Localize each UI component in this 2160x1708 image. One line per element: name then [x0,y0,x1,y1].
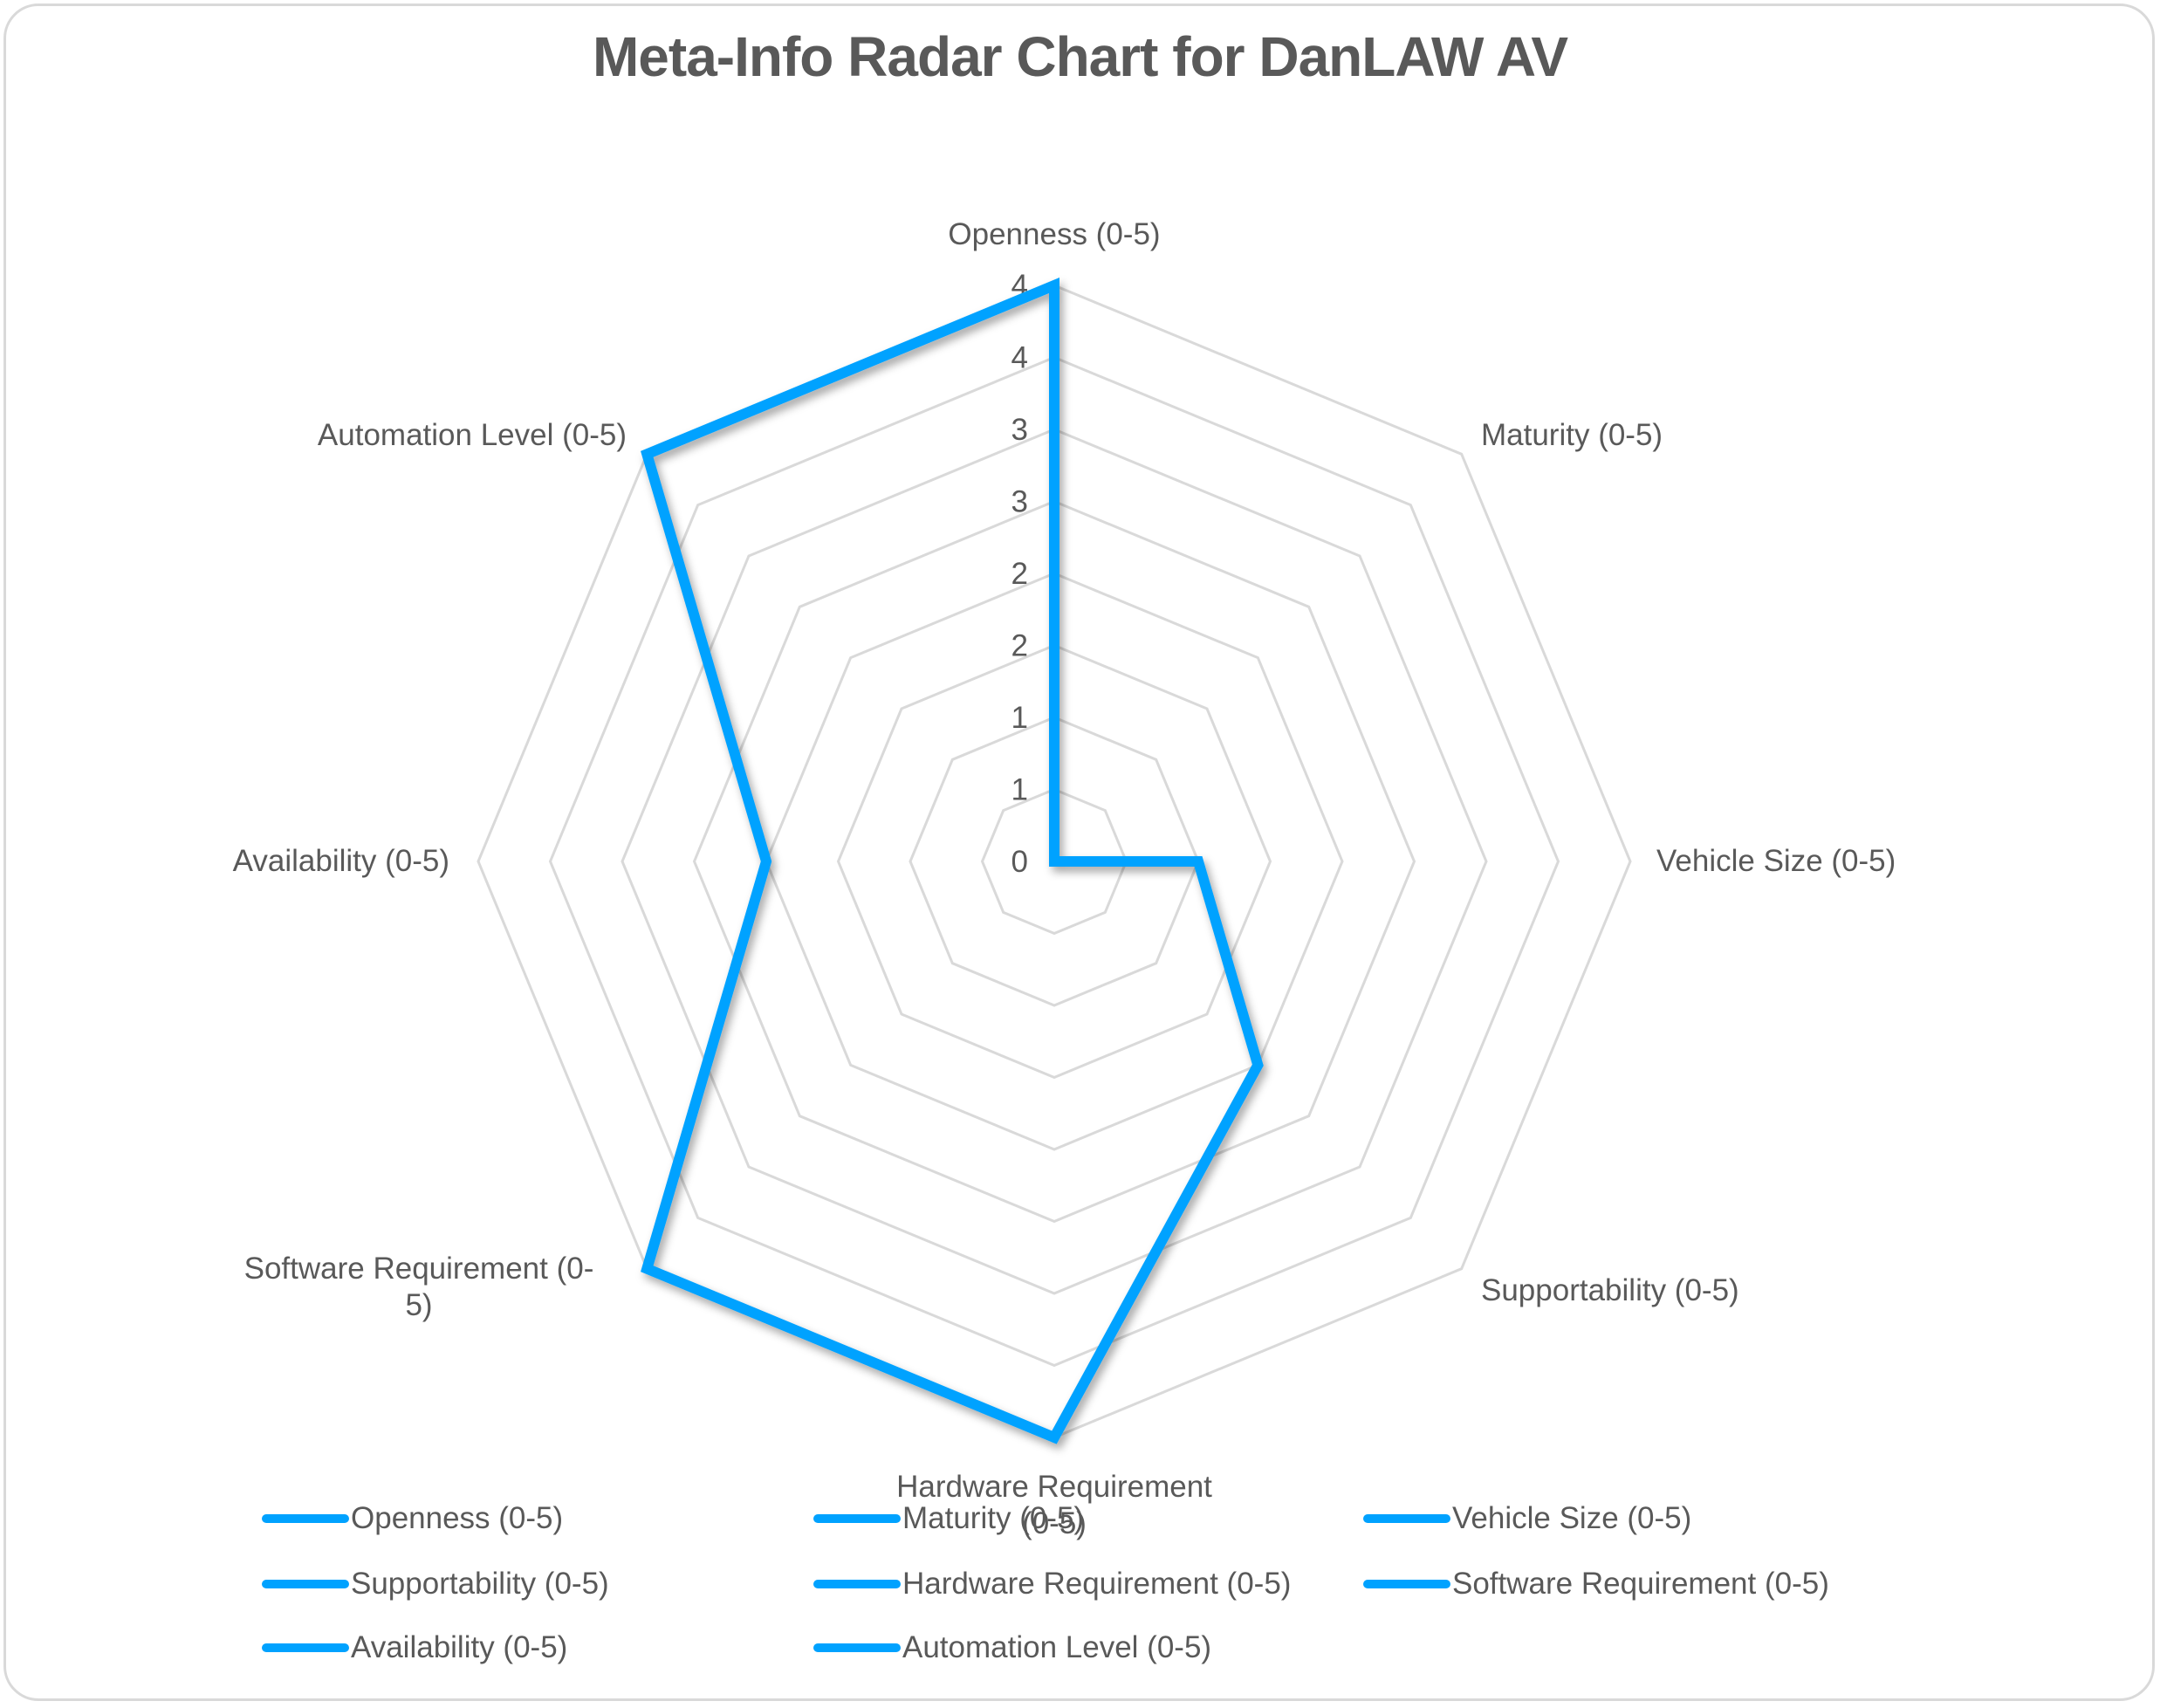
radial-tick-label: 1 [1011,701,1028,735]
chart-title: Meta-Info Radar Chart for DanLAW AV [592,25,1568,88]
axis-label: Availability (0-5) [233,844,449,878]
grid-ring [836,643,1272,1080]
legend-item[interactable]: Vehicle Size (0-5) [1363,1499,1691,1538]
legend-item[interactable]: Hardware Requirement (0-5) [813,1565,1291,1603]
radial-tick-label: 0 [1011,845,1028,879]
legend-line-swatch-icon [813,1643,901,1652]
grid-ring [692,499,1416,1224]
axis-labels: Openness (0-5) Maturity (0-5) Vehicle Size… [233,217,1896,1540]
axis-label: Software Requirement (0-5) [244,1252,594,1322]
legend-item[interactable]: Openness (0-5) [262,1499,563,1538]
legend-item[interactable]: Software Requirement (0-5) [1363,1565,1829,1603]
grid-ring [909,716,1200,1007]
legend-item[interactable]: Availability (0-5) [262,1629,567,1667]
legend-label: Availability (0-5) [351,1630,568,1664]
legend-label: Automation Level (0-5) [902,1630,1212,1664]
grid-ring [980,787,1128,936]
axis-label: Automation Level (0-5) [318,418,627,452]
legend-item[interactable]: Supportability (0-5) [262,1565,609,1603]
legend-label: Vehicle Size (0-5) [1452,1501,1692,1535]
radial-tick-label: 1 [1011,773,1028,807]
legend-label: Supportability (0-5) [351,1567,609,1601]
radial-tick-label: 3 [1011,413,1028,447]
legend-line-swatch-icon [813,1514,901,1523]
legend-label: Hardware Requirement (0-5) [902,1567,1292,1601]
radial-tick-label: 2 [1011,629,1028,663]
radial-tick-label: 3 [1011,485,1028,519]
axis-label: Vehicle Size (0-5) [1656,844,1896,878]
axis-label: Openness (0-5) [948,217,1160,251]
radial-tick-label: 2 [1011,557,1028,591]
legend-item[interactable]: Maturity (0-5) [813,1499,1084,1538]
radial-tick-label: 4 [1011,341,1028,375]
legend-label: Openness (0-5) [351,1501,564,1535]
grid-ring [765,572,1344,1151]
chart-frame [3,3,2155,1701]
legend-label: Maturity (0-5) [902,1501,1085,1535]
legend-line-swatch-icon [813,1580,901,1588]
legend-label: Software Requirement (0-5) [1452,1567,1829,1601]
axis-label: Maturity (0-5) [1481,418,1663,452]
axis-label: Supportability (0-5) [1481,1273,1739,1307]
legend-line-swatch-icon [1363,1580,1450,1588]
axis-label: Hardware Requirement (0-5) [896,1470,1212,1540]
legend-item[interactable]: Automation Level (0-5) [813,1629,1211,1667]
legend-line-swatch-icon [1363,1514,1450,1523]
series-polygon[interactable] [641,278,1264,1444]
legend-line-swatch-icon [262,1643,349,1652]
legend-line-swatch-icon [262,1514,349,1523]
legend-line-swatch-icon [262,1580,349,1588]
grid-ring [548,355,1560,1368]
